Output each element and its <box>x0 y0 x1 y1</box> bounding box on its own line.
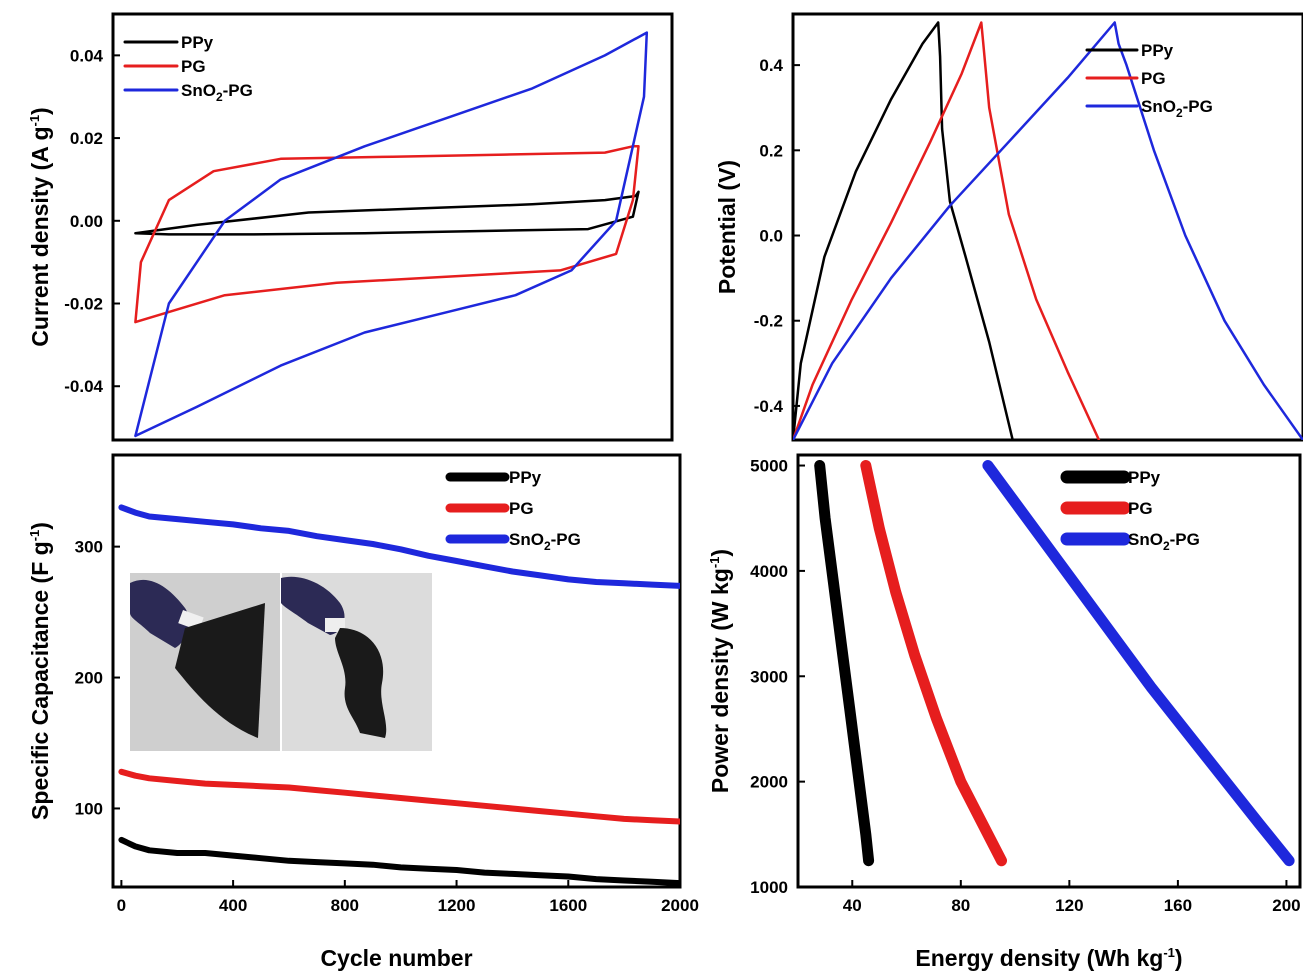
series-line-sno2-pg <box>134 31 649 438</box>
series-line-ppy <box>118 836 680 887</box>
y-axis-label: Specific Capacitance (F g-1) <box>27 522 53 820</box>
plot-frame <box>796 453 1302 889</box>
series-line-pg <box>118 768 680 825</box>
y-tick-label: 300 <box>75 538 103 557</box>
y-tick-label: 0.4 <box>759 56 783 75</box>
plot-frame <box>111 453 682 889</box>
plot-frame <box>791 12 1303 442</box>
y-tick-label: 0.02 <box>70 129 103 148</box>
x-axis-label: Energy density (Wh kg-1) <box>915 945 1182 971</box>
film-sheet-left <box>175 603 265 738</box>
x-tick-label: 1200 <box>438 896 476 915</box>
series-line-sno2-pg <box>982 460 1295 867</box>
x-tick-label: 2000 <box>661 896 699 915</box>
series-line-ppy <box>134 190 640 236</box>
x-tick-label: 0 <box>117 896 126 915</box>
x-tick-label: 120 <box>1055 896 1083 915</box>
chart-panel-ragone: 5000 4000 3000 2000 1000 40 80 120 160 200 PPy PG Sn… <box>707 453 1302 971</box>
y-tick-label: -0.4 <box>754 397 784 416</box>
y-axis-label: Power density (W kg-1) <box>707 549 733 793</box>
legend-entry: PPy <box>181 33 214 52</box>
legend-entry: PG <box>509 499 534 518</box>
y-tick-label: 2000 <box>750 773 788 792</box>
legend-entry: SnO2-PG <box>181 81 253 104</box>
chart-panel-cycling: 300 200 100 0 400 800 1200 1600 2000 PPy PG SnO2-PG… <box>27 453 699 971</box>
series-line-pg <box>793 21 1101 440</box>
y-tick-label: 5000 <box>750 457 788 476</box>
y-axis-label: Current density (A g-1) <box>27 107 53 346</box>
legend-entry: PPy <box>1128 468 1161 487</box>
series-line-pg <box>860 460 1007 867</box>
x-tick-label: 800 <box>331 896 359 915</box>
film-sheet-right <box>335 628 387 738</box>
series-line-sno2-pg <box>793 21 1303 440</box>
x-tick-label: 80 <box>951 896 970 915</box>
y-axis-label: Potential (V) <box>714 160 740 294</box>
legend-entry: PG <box>181 57 206 76</box>
x-tick-label: 40 <box>843 896 862 915</box>
legend-entry: SnO2-PG <box>509 530 581 553</box>
y-tick-label: 0.00 <box>70 212 103 231</box>
x-axis-label: Cycle number <box>320 945 472 971</box>
y-tick-label: 0.0 <box>759 227 783 246</box>
y-tick-label: 4000 <box>750 562 788 581</box>
series-line-ppy <box>814 460 875 867</box>
legend-entry: PG <box>1141 69 1166 88</box>
chart-panel-gcd: 0.4 0.2 0.0 -0.2 -0.4 PPy PG SnO2-PG Potential (… <box>714 12 1303 442</box>
legend-entry: PPy <box>1141 41 1174 60</box>
y-tick-label: -0.04 <box>64 377 103 396</box>
legend-entry: PG <box>1128 499 1153 518</box>
legend-entry: SnO2-PG <box>1141 97 1213 120</box>
y-tick-label: 200 <box>75 669 103 688</box>
x-tick-label: 400 <box>219 896 247 915</box>
plot-frame <box>111 12 674 442</box>
x-tick-label: 160 <box>1164 896 1192 915</box>
y-tick-label: -0.2 <box>754 312 783 331</box>
y-tick-label: 3000 <box>750 667 788 686</box>
x-tick-label: 1600 <box>549 896 587 915</box>
x-tick-label: 200 <box>1272 896 1300 915</box>
series-line-ppy <box>793 21 1014 440</box>
y-tick-label: 0.2 <box>759 141 783 160</box>
chart-panel-cv: 0.04 0.02 0.00 -0.02 -0.04 PPy PG SnO2-PG Curren… <box>27 12 674 442</box>
y-tick-label: -0.02 <box>64 295 103 314</box>
y-tick-label: 1000 <box>750 878 788 897</box>
legend-entry: SnO2-PG <box>1128 530 1200 553</box>
legend-entry: PPy <box>509 468 542 487</box>
series-line-sno2-pg <box>118 504 680 589</box>
y-tick-label: 0.04 <box>70 46 104 65</box>
inset-photo <box>130 573 432 751</box>
glove-icon <box>130 579 190 648</box>
y-tick-label: 100 <box>75 799 103 818</box>
